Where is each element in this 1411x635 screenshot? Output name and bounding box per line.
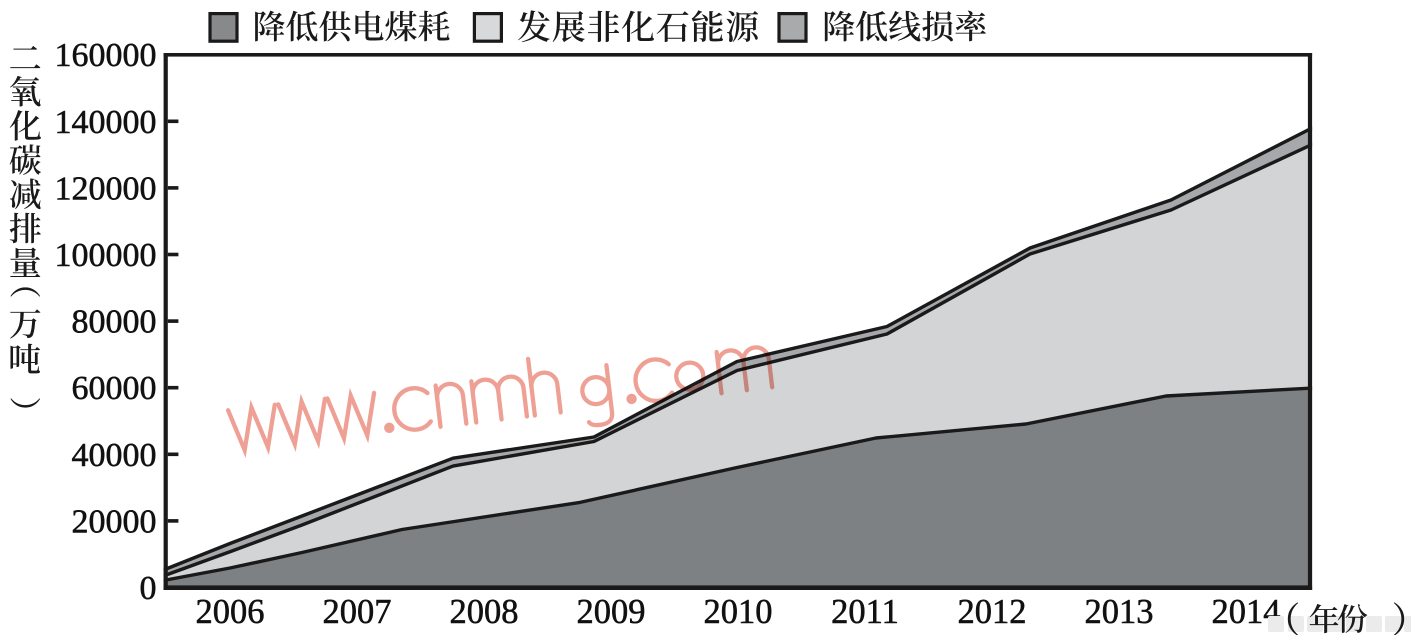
svg-text:120000: 120000 — [55, 170, 157, 207]
svg-text:160000: 160000 — [55, 37, 157, 74]
svg-text:2012: 2012 — [958, 593, 1027, 631]
svg-text:2009: 2009 — [577, 593, 646, 631]
svg-text:20000: 20000 — [72, 503, 157, 540]
svg-text:0: 0 — [140, 570, 157, 607]
svg-text:100000: 100000 — [55, 237, 157, 274]
svg-text:2010: 2010 — [704, 593, 773, 631]
svg-text:60000: 60000 — [72, 370, 157, 407]
svg-text:140000: 140000 — [55, 104, 157, 141]
svg-text:40000: 40000 — [72, 437, 157, 474]
svg-text:2007: 2007 — [323, 593, 392, 631]
svg-text:2008: 2008 — [450, 593, 519, 631]
svg-text:2013: 2013 — [1085, 593, 1154, 631]
svg-text:80000: 80000 — [72, 304, 157, 341]
svg-text:2006: 2006 — [196, 593, 265, 631]
svg-text:2011: 2011 — [831, 593, 899, 631]
